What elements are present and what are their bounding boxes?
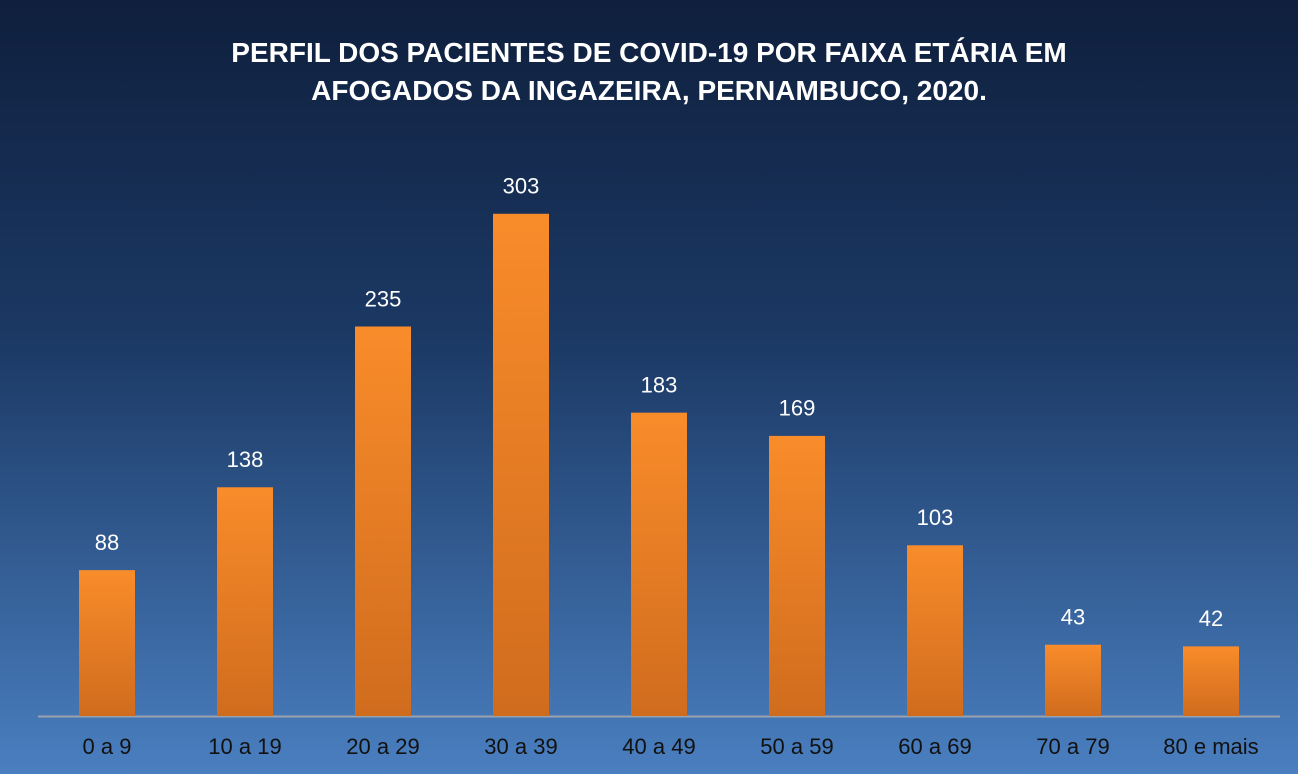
data-label: 183: [641, 372, 678, 397]
x-tick-label: 40 a 49: [622, 734, 695, 759]
bar: [355, 326, 411, 716]
data-label: 138: [227, 447, 264, 472]
bar: [79, 570, 135, 716]
bar: [769, 435, 825, 716]
bar: [907, 545, 963, 716]
x-tick-label: 0 a 9: [83, 734, 132, 759]
data-label: 103: [917, 505, 954, 530]
bar: [217, 487, 273, 716]
data-label: 169: [779, 396, 816, 421]
x-tick-label: 20 a 29: [346, 734, 419, 759]
data-label: 88: [95, 530, 119, 555]
x-tick-label: 50 a 59: [760, 734, 833, 759]
data-label: 43: [1061, 605, 1085, 630]
x-tick-label: 10 a 19: [208, 734, 281, 759]
x-tick-label: 70 a 79: [1036, 734, 1109, 759]
data-label: 235: [365, 286, 402, 311]
bar: [631, 412, 687, 716]
data-label: 42: [1199, 606, 1223, 631]
x-tick-label: 60 a 69: [898, 734, 971, 759]
bar: [1045, 644, 1101, 716]
chart-title: PERFIL DOS PACIENTES DE COVID-19 POR FAI…: [231, 37, 1067, 106]
x-tick-label: 30 a 39: [484, 734, 557, 759]
bar: [1183, 646, 1239, 716]
data-label: 303: [503, 174, 540, 199]
x-tick-label: 80 e mais: [1163, 734, 1258, 759]
bar: [493, 213, 549, 716]
